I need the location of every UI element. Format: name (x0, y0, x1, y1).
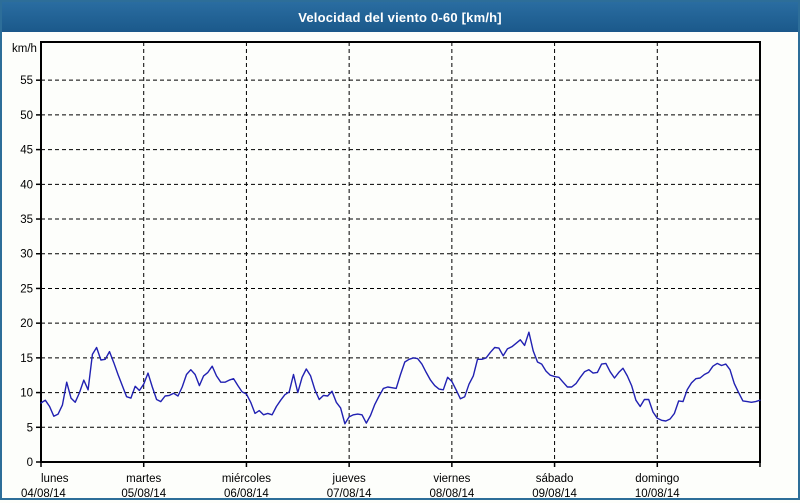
x-date-label: 08/08/14 (429, 488, 474, 498)
plot-frame (40, 41, 761, 463)
x-date-label: 04/08/14 (21, 488, 66, 498)
y-tick-label: 45 (20, 145, 33, 157)
chart-title: Velocidad del viento 0-60 [km/h] (298, 9, 502, 25)
chart-area: 0 5 10 15 20 25 30 35 40 45 50 55 km/h lunes 04/08/14 m… (2, 32, 798, 500)
wind-chart: 0 5 10 15 20 25 30 35 40 45 50 55 km/h lunes 04/08/14 m… (12, 41, 761, 500)
y-tick-label: 50 (20, 110, 33, 122)
x-day-label: viernes (433, 473, 470, 485)
y-tick-label: 10 (20, 388, 33, 400)
x-day-label: martes (126, 473, 161, 485)
y-tick-label: 20 (20, 318, 33, 330)
y-tick-label: 40 (20, 179, 33, 191)
x-date-label: 06/08/14 (224, 488, 269, 498)
x-date-label: 10/08/14 (635, 488, 680, 498)
x-date-label: 09/08/14 (532, 488, 577, 498)
x-day-label: lunes (41, 473, 69, 485)
x-date-label: 07/08/14 (327, 488, 372, 498)
x-date-label: 05/08/14 (121, 488, 166, 498)
wind-speed-line (40, 331, 761, 425)
y-axis-label: km/h (12, 43, 37, 55)
y-tick-label: 5 (27, 422, 33, 434)
y-tick-label: 15 (20, 353, 33, 365)
y-tick-label: 30 (20, 249, 33, 261)
x-day-label: jueves (332, 473, 366, 485)
x-day-label: sábado (536, 473, 574, 485)
y-tick-label: 25 (20, 283, 33, 295)
x-day-label: domingo (635, 473, 679, 485)
titlebar: Velocidad del viento 0-60 [km/h] (2, 2, 798, 32)
y-tick-label: 35 (20, 214, 33, 226)
y-tick-label: 0 (27, 457, 33, 469)
y-tick-label: 55 (20, 75, 33, 87)
x-day-label: miércoles (222, 473, 271, 485)
